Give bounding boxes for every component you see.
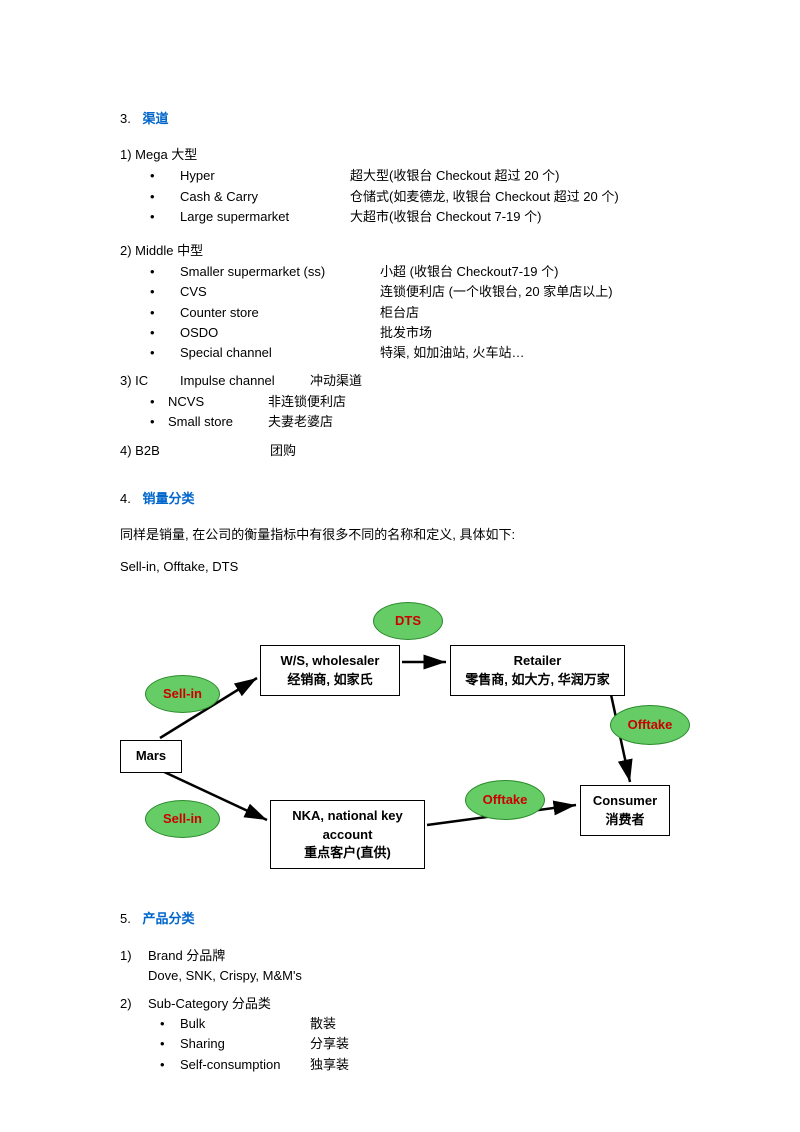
list-item: •CVS连锁便利店 (一个收银台, 20 家单店以上)	[150, 283, 700, 301]
num: 1)	[120, 947, 148, 965]
num: 2)	[120, 995, 148, 1013]
retailer-box: Retailer 零售商, 如大方, 华润万家	[450, 645, 625, 695]
desc: 独享装	[310, 1056, 349, 1074]
desc: 非连锁便利店	[268, 393, 700, 411]
desc: 批发市场	[380, 324, 700, 342]
section-4-intro: 同样是销量, 在公司的衡量指标中有很多不同的名称和定义, 具体如下:	[120, 526, 700, 544]
term: Cash & Carry	[180, 188, 350, 206]
desc: 小超 (收银台 Checkout7-19 个)	[380, 263, 700, 281]
term: CVS	[180, 283, 350, 301]
section-4-title: 销量分类	[142, 491, 194, 506]
b2b-desc: 团购	[270, 442, 296, 460]
list-item: •Special channel特渠, 如加油站, 火车站…	[150, 344, 700, 362]
brand-list: Dove, SNK, Crispy, M&M's	[148, 967, 302, 985]
term: Bulk	[180, 1015, 310, 1033]
ic-num: 3) IC	[120, 372, 180, 390]
term: NCVS	[168, 393, 268, 411]
list-item: •Small store夫妻老婆店	[150, 413, 700, 431]
desc: 夫妻老婆店	[268, 413, 700, 431]
term: Counter store	[180, 304, 350, 322]
desc: 大超市(收银台 Checkout 7-19 个)	[350, 208, 700, 226]
section-5-title: 产品分类	[142, 911, 194, 926]
section-4-heading: 4. 销量分类	[120, 490, 700, 508]
desc: 连锁便利店 (一个收银台, 20 家单店以上)	[380, 283, 700, 301]
group-ic-label: 3) IC Impulse channel 冲动渠道	[120, 372, 700, 390]
mars-box: Mars	[120, 740, 182, 772]
term: OSDO	[180, 324, 350, 342]
list-item: •OSDO批发市场	[150, 324, 700, 342]
group-b2b: 4) B2B 团购	[120, 442, 700, 460]
desc: 柜台店	[380, 304, 700, 322]
term: Special channel	[180, 344, 350, 362]
term: Sharing	[180, 1035, 310, 1053]
section-5-num: 5.	[120, 911, 131, 926]
brand-row-2: Dove, SNK, Crispy, M&M's	[120, 967, 700, 985]
list-item: •Smaller supermarket (ss)小超 (收银台 Checkou…	[150, 263, 700, 281]
b2b-term: 4) B2B	[120, 442, 270, 460]
list-item: •Self-consumption独享装	[160, 1056, 700, 1074]
group-mega-label: 1) Mega 大型	[120, 146, 700, 164]
ic-term: Impulse channel	[180, 372, 310, 390]
section-5-heading: 5. 产品分类	[120, 910, 700, 928]
ws-box: W/S, wholesaler 经销商, 如家氏	[260, 645, 400, 695]
consumer-box: Consumer 消费者	[580, 785, 670, 835]
list-item: •Hyper超大型(收银台 Checkout 超过 20 个)	[150, 167, 700, 185]
group-middle-label: 2) Middle 中型	[120, 242, 700, 260]
term: Hyper	[180, 167, 350, 185]
list-item: •Large supermarket大超市(收银台 Checkout 7-19 …	[150, 208, 700, 226]
desc: 超大型(收银台 Checkout 超过 20 个)	[350, 167, 700, 185]
list-item: •Sharing分享装	[160, 1035, 700, 1053]
term: Small store	[168, 413, 268, 431]
desc: 特渠, 如加油站, 火车站…	[380, 344, 700, 362]
section-4-subtitle: Sell-in, Offtake, DTS	[120, 558, 700, 576]
ic-desc: 冲动渠道	[310, 372, 362, 390]
term: Self-consumption	[180, 1056, 310, 1074]
nka-box: NKA, national key account 重点客户(直供)	[270, 800, 425, 869]
section-3-num: 3.	[120, 111, 131, 126]
list-item: •Counter store柜台店	[150, 304, 700, 322]
label: Sub-Category 分品类	[148, 995, 271, 1013]
desc: 仓储式(如麦德龙, 收银台 Checkout 超过 20 个)	[350, 188, 700, 206]
desc: 散装	[310, 1015, 336, 1033]
sales-flowchart: DTS Sell-in Sell-in Offtake Offtake Mars…	[120, 590, 680, 880]
desc: 分享装	[310, 1035, 349, 1053]
term: Smaller supermarket (ss)	[180, 263, 350, 281]
label: Brand 分品牌	[148, 947, 225, 965]
section-3-heading: 3. 渠道	[120, 110, 700, 128]
list-item: •NCVS非连锁便利店	[150, 393, 700, 411]
term: Large supermarket	[180, 208, 350, 226]
list-item: •Bulk散装	[160, 1015, 700, 1033]
section-3-title: 渠道	[142, 111, 168, 126]
subcat-row: 2) Sub-Category 分品类	[120, 995, 700, 1013]
brand-row: 1) Brand 分品牌	[120, 947, 700, 965]
section-4-num: 4.	[120, 491, 131, 506]
list-item: •Cash & Carry仓储式(如麦德龙, 收银台 Checkout 超过 2…	[150, 188, 700, 206]
